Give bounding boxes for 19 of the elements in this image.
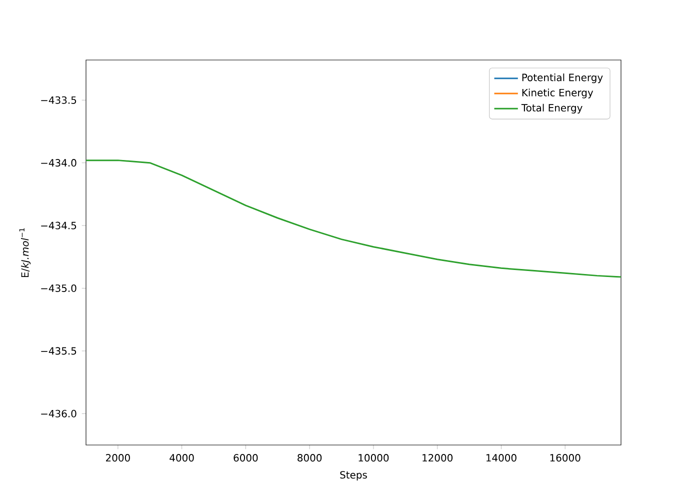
y-tick-label: −433.5 — [41, 96, 76, 104]
legend-label: Potential Energy — [522, 74, 603, 84]
legend-label: Total Energy — [521, 104, 582, 114]
x-tick-label: 6000 — [234, 454, 258, 462]
x-tick-label: 8000 — [298, 454, 322, 462]
x-tick-label: 14000 — [486, 454, 516, 462]
x-tick-label: 16000 — [550, 454, 580, 462]
y-tick-label: −435.5 — [41, 347, 76, 355]
y-tick-label: −435.0 — [41, 284, 76, 292]
x-tick-label: 4000 — [170, 454, 194, 462]
y-axis-title: E/kJ.mol$^{−1}$ — [19, 228, 31, 278]
x-tick-label: 2000 — [106, 454, 130, 462]
y-tick-label: −436.0 — [41, 410, 76, 418]
x-tick-label: 12000 — [422, 454, 453, 462]
legend-label: Kinetic Energy — [522, 88, 594, 98]
y-tick-label: −434.0 — [41, 159, 76, 167]
x-axis-title: Steps — [340, 471, 367, 481]
x-tick-label: 10000 — [358, 454, 389, 462]
y-tick-label: −434.5 — [41, 222, 76, 230]
